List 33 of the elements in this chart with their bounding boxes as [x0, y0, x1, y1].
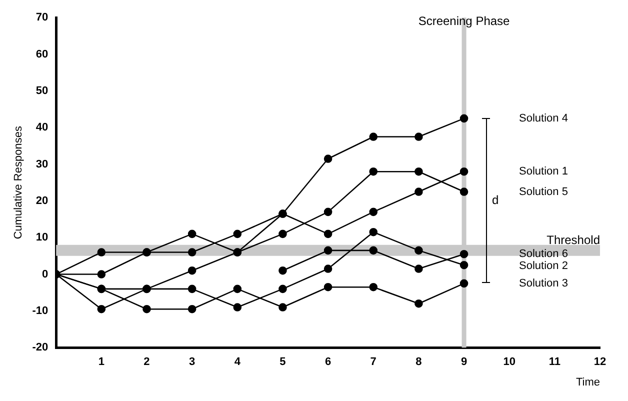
text: Solution 2 — [519, 260, 568, 272]
x-tick-label: 5 — [280, 356, 286, 368]
text: Solution 1 — [519, 166, 568, 178]
y-tick-label: 20 — [36, 194, 48, 207]
x-tick-label: 11 — [548, 356, 560, 368]
y-tick-label: 60 — [36, 48, 48, 60]
x-tick-label: 2 — [144, 356, 150, 368]
y-tick-label: 40 — [36, 122, 48, 134]
x-tick-label: 6 — [324, 356, 332, 368]
band-label: Threshold — [546, 233, 600, 248]
text: Solution 4 — [519, 112, 568, 124]
x-tick-label: 9 — [460, 356, 468, 368]
x-tick-label: 3 — [189, 356, 196, 368]
x-axis-title: Time — [576, 376, 600, 388]
y-tick-label: 0 — [42, 268, 48, 280]
x-tick-label: 4 — [234, 356, 242, 368]
y-tick-label: -10 — [32, 304, 48, 317]
x-tick-label: 1 — [98, 356, 104, 368]
y-tick-label: 70 — [36, 12, 48, 24]
y-axis-title: Cumulative Responses — [12, 126, 25, 240]
y-tick-label: 30 — [36, 158, 48, 170]
y-tick-label: 10 — [36, 232, 48, 244]
x-tick-label: 12 — [594, 356, 606, 368]
text: Solution 5 — [519, 186, 568, 198]
band-label: Screening Phase — [418, 14, 510, 28]
y-tick-label: -20 — [32, 342, 48, 354]
x-tick-label: 7 — [370, 356, 376, 368]
annotation: d — [492, 193, 499, 208]
y-tick-label: 50 — [36, 84, 48, 97]
x-tick-label: 8 — [416, 356, 422, 368]
x-tick-label: 10 — [503, 356, 516, 368]
text: Solution 6 — [519, 248, 568, 260]
text: Solution 3 — [519, 277, 568, 290]
